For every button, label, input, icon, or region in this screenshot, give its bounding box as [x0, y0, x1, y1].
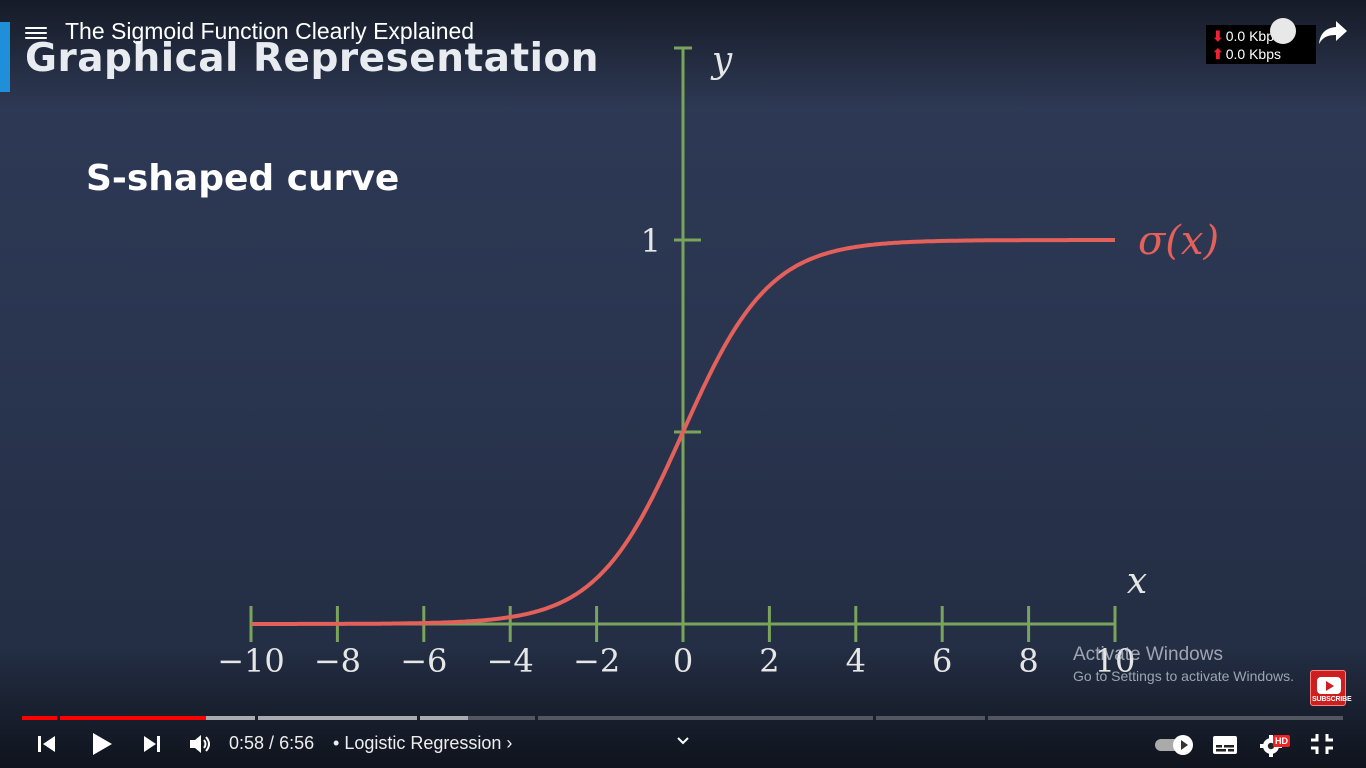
download-arrow-icon: ⬇ [1212, 28, 1224, 44]
time-current: 0:58 [229, 733, 265, 753]
series-label: σ(x) [1138, 218, 1219, 264]
bottom-overlay-gradient [0, 648, 1366, 768]
progress-chapter-segment[interactable] [60, 716, 255, 720]
x-tick-label: 4 [846, 642, 866, 680]
activate-windows-title: Activate Windows [1073, 644, 1223, 665]
video-title[interactable]: The Sigmoid Function Clearly Explained [65, 18, 475, 44]
autoplay-play-icon [1173, 735, 1193, 755]
slide-accent-bar [0, 22, 10, 92]
upload-speed: 0.0 Kbps [1225, 46, 1281, 62]
progress-chapter-segment[interactable] [538, 716, 873, 720]
share-icon[interactable] [1318, 18, 1348, 46]
x-tick-label: −8 [314, 642, 361, 680]
upload-arrow-icon: ⬆ [1212, 46, 1224, 62]
chevron-down-icon[interactable] [676, 736, 690, 746]
x-tick-label: −6 [400, 642, 447, 680]
y-axis-label: y [710, 40, 733, 81]
autoplay-toggle[interactable] [1155, 735, 1193, 755]
activate-windows-subtitle: Go to Settings to activate Windows. [1073, 668, 1294, 684]
subscribe-watermark-button[interactable]: SUBSCRIBE [1310, 670, 1352, 706]
previous-button[interactable] [36, 734, 58, 754]
slide-subheading: S-shaped curve [86, 158, 400, 199]
next-button[interactable] [141, 734, 163, 754]
channel-avatar-icon[interactable] [1270, 18, 1296, 44]
playlist-menu-icon[interactable] [25, 24, 47, 42]
x-axis-label: x [1127, 561, 1147, 602]
chapter-chevron-icon: › [506, 733, 513, 753]
x-tick-label: 6 [932, 642, 952, 680]
x-tick-label: 2 [759, 642, 779, 680]
time-display: 0:58 / 6:56 [229, 733, 314, 754]
progress-chapter-segment[interactable] [258, 716, 417, 720]
chapter-title: Logistic Regression [344, 733, 502, 753]
sigmoid-curve [251, 238, 1115, 626]
time-separator: / [264, 733, 280, 753]
progress-played [60, 716, 207, 720]
time-total: 6:56 [279, 733, 315, 753]
chapter-bullet: • [333, 733, 345, 753]
progress-chapter-segment[interactable] [876, 716, 985, 720]
youtube-logo-icon [1317, 677, 1341, 694]
x-tick-label: 0 [673, 642, 693, 680]
x-tick-label: 10 [1095, 642, 1136, 680]
volume-icon[interactable] [188, 733, 214, 755]
progress-buffered [258, 716, 417, 720]
progress-chapter-segment[interactable] [420, 716, 535, 720]
x-tick-label: 8 [1018, 642, 1038, 680]
x-tick-label: −10 [217, 642, 285, 680]
progress-played [22, 716, 57, 720]
x-tick-label: −4 [487, 642, 534, 680]
network-speed-overlay: ⬇ 0.0 Kbps ⬆ 0.0 Kbps [1206, 25, 1316, 64]
progress-bar[interactable] [22, 716, 1346, 720]
slide-heading: Graphical Representation [25, 36, 600, 81]
progress-chapter-segment[interactable] [988, 716, 1343, 720]
progress-chapter-segment[interactable] [22, 716, 57, 720]
exit-fullscreen-icon[interactable] [1310, 733, 1334, 755]
chapter-button[interactable]: • Logistic Regression › [333, 733, 512, 754]
subtitles-button[interactable] [1212, 735, 1238, 755]
play-button[interactable] [90, 732, 114, 756]
y-tick-label: 1 [641, 222, 661, 260]
x-tick-label: −2 [573, 642, 620, 680]
progress-buffered [420, 716, 469, 720]
download-speed: 0.0 Kbps [1225, 28, 1281, 44]
hd-badge: HD [1273, 735, 1290, 747]
subscribe-label: SUBSCRIBE [1312, 696, 1352, 703]
